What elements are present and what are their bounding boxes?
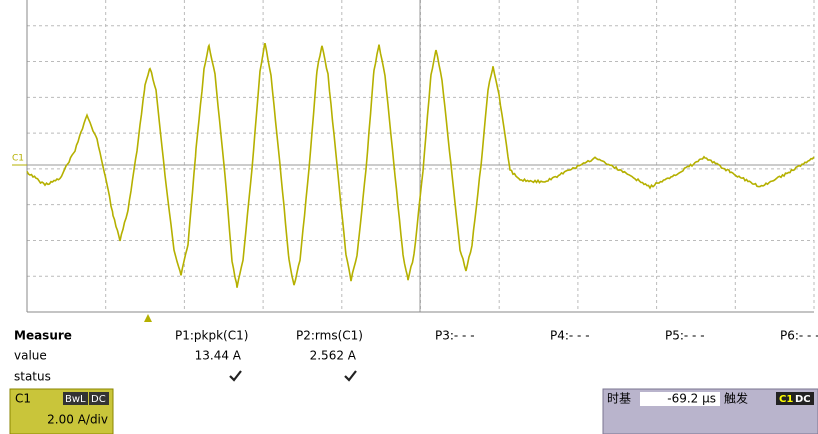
timebase-label: 时基	[607, 392, 631, 406]
status-ok	[230, 371, 241, 380]
param-value: 2.562 A	[310, 349, 357, 363]
timebase-delay: -69.2 µs	[667, 392, 716, 406]
channel-name: C1	[15, 392, 31, 406]
badge: DC	[91, 394, 106, 405]
param-value: 13.44 A	[195, 349, 242, 363]
scope-screen: C1 Measure P1:pkpk(C1) P2:rms(C1) P3:- -…	[0, 0, 818, 434]
badge: BwL	[65, 394, 86, 405]
measure-title: Measure	[14, 329, 72, 343]
param: P1:pkpk(C1)	[175, 329, 248, 343]
channel-scale: 2.00 A/div	[47, 413, 108, 427]
trace-label: C1	[12, 154, 24, 164]
trigger-source: C1	[779, 394, 793, 405]
row-label: status	[14, 370, 51, 384]
param: P6:- - -	[780, 329, 818, 343]
trigger-label: 触发	[724, 391, 748, 406]
param: P5:- - -	[665, 329, 705, 343]
plot-bg	[0, 0, 818, 318]
param: P3:- - -	[435, 329, 475, 343]
trigger-coupling: DC	[795, 394, 811, 405]
param: P2:rms(C1)	[296, 329, 363, 343]
row-label: value	[14, 349, 47, 363]
status-ok	[345, 371, 356, 380]
page: C1 Measure P1:pkpk(C1) P2:rms(C1) P3:- -…	[0, 0, 818, 434]
param: P4:- - -	[550, 329, 590, 343]
